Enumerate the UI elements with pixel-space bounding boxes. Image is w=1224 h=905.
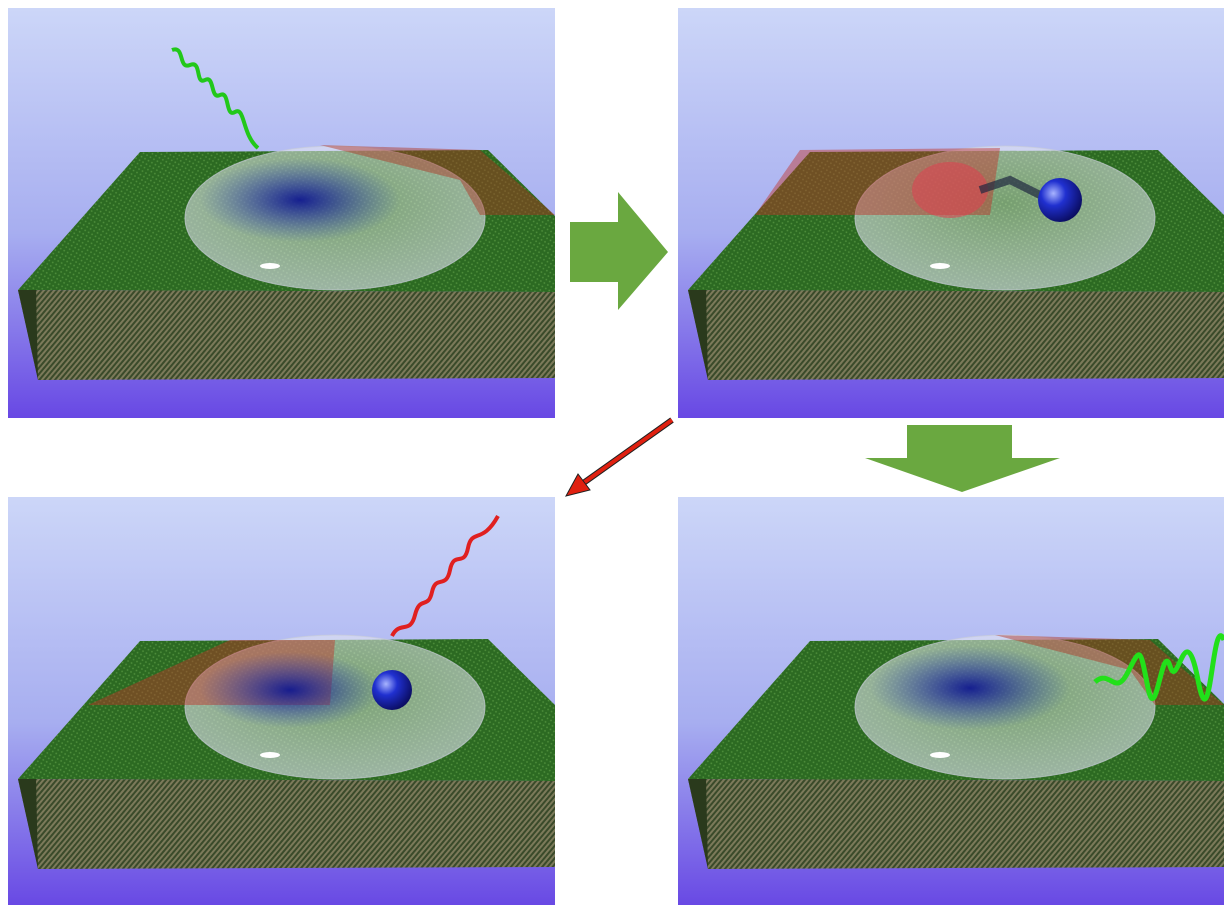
arrow-right [570, 192, 668, 310]
excited-core [200, 158, 400, 242]
electron-sphere [372, 670, 412, 710]
electron-sphere [1038, 178, 1082, 222]
charge-cloud [912, 162, 988, 218]
diagram [0, 0, 1224, 905]
arrow-down [865, 425, 1060, 492]
page [0, 0, 1224, 905]
arrow-diagonal [582, 420, 672, 484]
excited-core [200, 652, 380, 728]
excited-core [870, 646, 1070, 730]
